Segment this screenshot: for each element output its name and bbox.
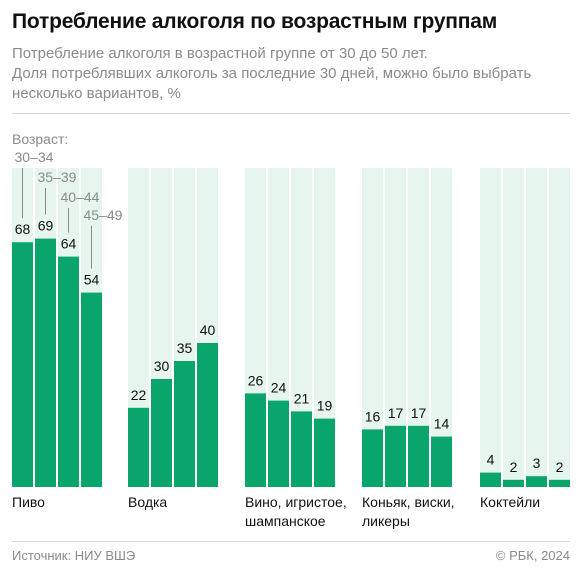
bar-background	[480, 168, 501, 487]
category-label: Водка	[128, 494, 167, 510]
bar	[268, 400, 289, 487]
legend-series-label: 30–34	[15, 149, 54, 165]
bar-background	[503, 168, 524, 487]
bar	[128, 407, 149, 487]
bar-value-label: 16	[365, 408, 381, 424]
bar-value-label: 40	[200, 322, 216, 338]
subtitle-line-2: Доля потреблявших алкоголь за последние …	[12, 65, 532, 82]
bar-value-label: 26	[248, 372, 264, 388]
bar-value-label: 14	[434, 416, 450, 432]
bar-background	[291, 168, 312, 487]
chart-subtitle: Потребление алкоголя в возрастной группе…	[12, 44, 572, 104]
bar-value-label: 21	[294, 390, 310, 406]
legend-series-label: 45–49	[84, 207, 123, 223]
bar-background	[549, 168, 570, 487]
bar	[408, 425, 429, 487]
bar-background	[314, 168, 335, 487]
bar	[503, 479, 524, 487]
legend-title: Возраст:	[12, 131, 68, 147]
bar-background	[526, 168, 547, 487]
bar-value-label: 3	[533, 455, 541, 471]
source-note: Источник: НИУ ВШЭ	[12, 548, 136, 563]
bar-background	[128, 168, 149, 487]
bar-value-label: 64	[61, 236, 77, 252]
bar-value-label: 19	[317, 398, 333, 414]
legend-series-label: 35–39	[38, 169, 77, 185]
bar-value-label: 30	[154, 358, 170, 374]
bar-value-label: 69	[38, 218, 54, 234]
bar	[480, 472, 501, 487]
legend-series-label: 40–44	[61, 189, 100, 205]
bar-value-label: 68	[15, 221, 31, 237]
bar-background	[385, 168, 406, 487]
bar-value-label: 17	[388, 405, 404, 421]
bar	[291, 411, 312, 487]
copyright-note: © РБК, 2024	[495, 548, 570, 563]
bar-value-label: 24	[271, 380, 287, 396]
category-label: Коньяк, виски,	[362, 494, 455, 510]
bar	[197, 343, 218, 487]
bar-background	[408, 168, 429, 487]
bar	[431, 436, 452, 487]
chart-title: Потребление алкоголя по возрастным групп…	[12, 10, 498, 33]
category-label: шампанское	[245, 513, 326, 529]
bar-value-label: 2	[510, 459, 518, 475]
bar	[245, 393, 266, 487]
bar-value-label: 54	[84, 272, 100, 288]
bar-value-label: 35	[177, 340, 193, 356]
bar	[151, 379, 172, 487]
bar	[526, 476, 547, 487]
bottom-divider	[12, 541, 570, 542]
subtitle-line-3: несколько вариантов, %	[12, 85, 181, 102]
bar-background	[362, 168, 383, 487]
bar-value-label: 2	[556, 459, 564, 475]
bar	[58, 256, 79, 487]
category-label: Пиво	[12, 494, 45, 510]
category-label: ликеры	[362, 513, 410, 529]
bar	[385, 425, 406, 487]
bar	[12, 242, 33, 487]
bar	[314, 418, 335, 487]
bar-value-label: 4	[487, 452, 495, 468]
bar-background	[431, 168, 452, 487]
bar	[549, 479, 570, 487]
bar	[35, 238, 56, 487]
top-divider	[12, 113, 570, 114]
bar-value-label: 22	[131, 387, 147, 403]
bar-value-label: 17	[411, 405, 427, 421]
subtitle-line-1: Потребление алкоголя в возрастной группе…	[12, 45, 428, 62]
bar	[362, 429, 383, 487]
bar	[174, 361, 195, 487]
bar	[81, 292, 102, 487]
category-label: Коктейли	[480, 494, 540, 510]
category-label: Вино, игристое,	[245, 494, 347, 510]
